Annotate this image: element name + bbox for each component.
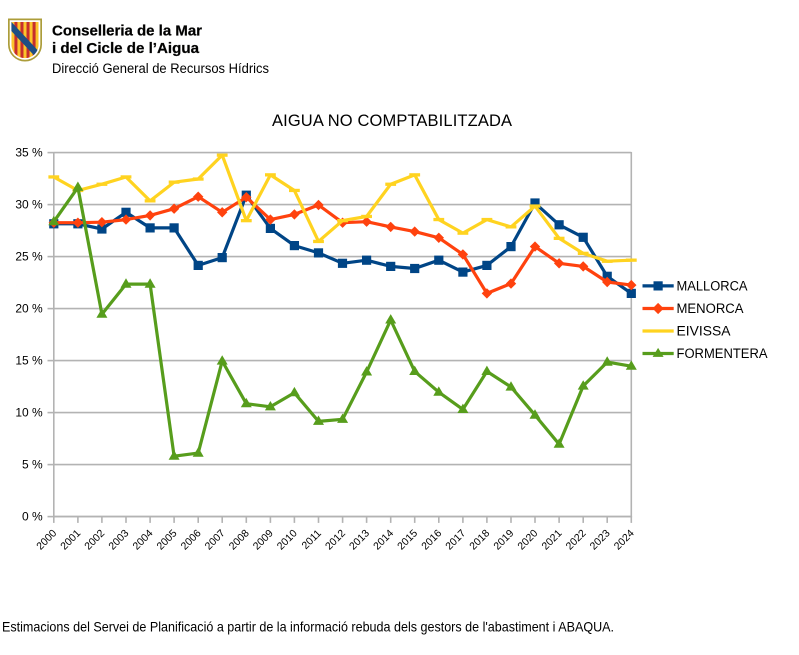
svg-text:2011: 2011 <box>299 527 324 552</box>
svg-text:FORMENTERA: FORMENTERA <box>677 346 768 361</box>
svg-text:EIVISSA: EIVISSA <box>677 324 731 339</box>
svg-text:15 %: 15 % <box>15 353 43 367</box>
svg-text:2012: 2012 <box>323 527 348 552</box>
svg-text:2023: 2023 <box>588 527 613 552</box>
svg-text:25 %: 25 % <box>15 249 43 263</box>
svg-text:2018: 2018 <box>467 527 492 552</box>
svg-text:Estimacions del Servei de Plan: Estimacions del Servei de Planificació a… <box>2 618 614 634</box>
svg-text:Conselleria de la Mar: Conselleria de la Mar <box>52 22 202 39</box>
svg-text:10 %: 10 % <box>15 405 43 419</box>
svg-text:2000: 2000 <box>34 527 59 552</box>
svg-text:2007: 2007 <box>203 527 228 552</box>
svg-text:2010: 2010 <box>275 527 300 552</box>
svg-text:2006: 2006 <box>179 527 204 552</box>
svg-text:0 %: 0 % <box>22 509 43 523</box>
svg-text:2016: 2016 <box>419 527 444 552</box>
svg-text:2009: 2009 <box>251 527 276 552</box>
svg-text:2004: 2004 <box>131 527 156 552</box>
svg-text:2015: 2015 <box>395 527 420 552</box>
svg-text:2022: 2022 <box>564 527 589 552</box>
svg-text:2020: 2020 <box>515 527 540 552</box>
svg-text:30 %: 30 % <box>15 197 43 211</box>
svg-text:35 %: 35 % <box>15 145 43 159</box>
svg-text:AIGUA NO COMPTABILITZADA: AIGUA NO COMPTABILITZADA <box>272 112 512 130</box>
svg-text:MALLORCA: MALLORCA <box>677 279 748 294</box>
svg-text:Direcció General de Recursos H: Direcció General de Recursos Hídrics <box>52 61 269 77</box>
svg-text:2024: 2024 <box>612 527 637 552</box>
svg-text:2021: 2021 <box>540 527 565 552</box>
svg-text:2001: 2001 <box>58 527 83 552</box>
svg-text:2017: 2017 <box>443 527 468 552</box>
svg-text:i del Cicle de l’Aigua: i del Cicle de l’Aigua <box>52 40 200 57</box>
svg-text:2019: 2019 <box>491 527 516 552</box>
svg-text:2013: 2013 <box>347 527 372 552</box>
svg-text:2008: 2008 <box>227 527 252 552</box>
svg-text:2003: 2003 <box>106 527 131 552</box>
svg-text:2002: 2002 <box>82 527 107 552</box>
svg-text:MENORCA: MENORCA <box>677 301 744 316</box>
svg-text:2005: 2005 <box>155 527 180 552</box>
svg-text:20 %: 20 % <box>15 301 43 315</box>
svg-text:5 %: 5 % <box>22 457 43 471</box>
svg-text:2014: 2014 <box>371 527 396 552</box>
